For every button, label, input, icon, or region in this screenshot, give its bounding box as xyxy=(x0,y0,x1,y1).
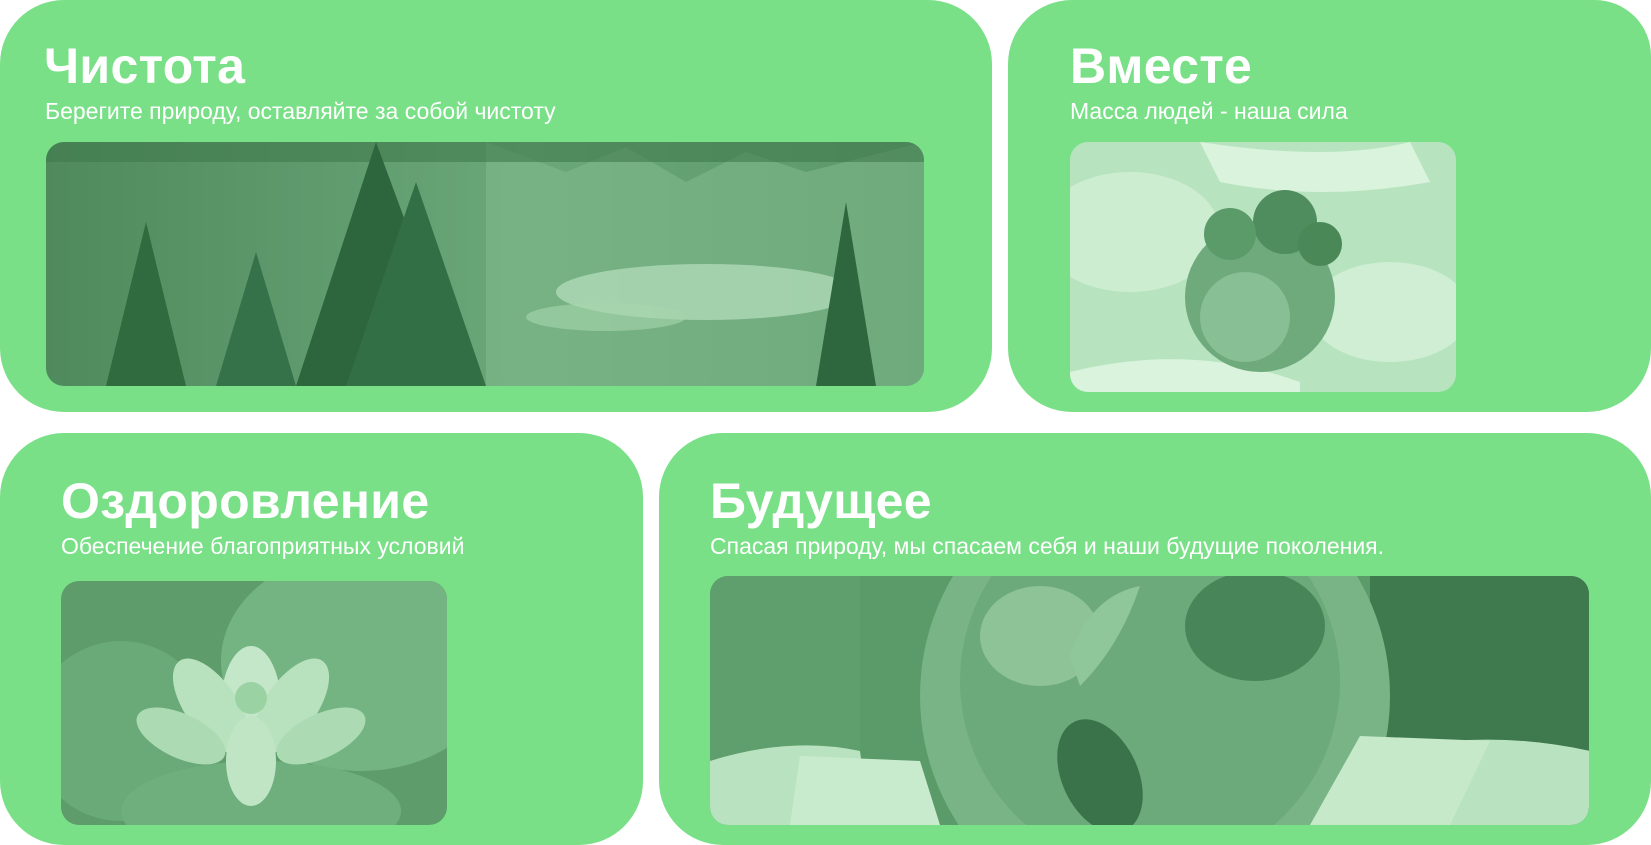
mountain-lake-image xyxy=(46,142,924,386)
card-title: Будущее xyxy=(710,473,932,529)
card-future: Будущее Спасая природу, мы спасаем себя … xyxy=(659,433,1651,845)
card-title: Вместе xyxy=(1070,38,1253,94)
card-subtitle: Обеспечение благоприятных условий xyxy=(61,533,465,559)
card-recovery: Оздоровление Обеспечение благоприятных у… xyxy=(0,433,643,845)
hands-earth-image xyxy=(1070,142,1456,392)
card-title: Оздоровление xyxy=(61,473,430,529)
card-title: Чистота xyxy=(44,38,246,94)
card-subtitle: Берегите природу, оставляйте за собой чи… xyxy=(45,98,556,124)
hands-globe-image xyxy=(710,576,1589,825)
card-subtitle: Масса людей - наша сила xyxy=(1070,98,1348,124)
card-subtitle: Спасая природу, мы спасаем себя и наши б… xyxy=(710,533,1385,559)
card-together: Вместе Масса людей - наша сила xyxy=(1008,0,1651,412)
lotus-flower-image xyxy=(61,581,447,825)
card-cleanliness: Чистота Берегите природу, оставляйте за … xyxy=(0,0,992,412)
